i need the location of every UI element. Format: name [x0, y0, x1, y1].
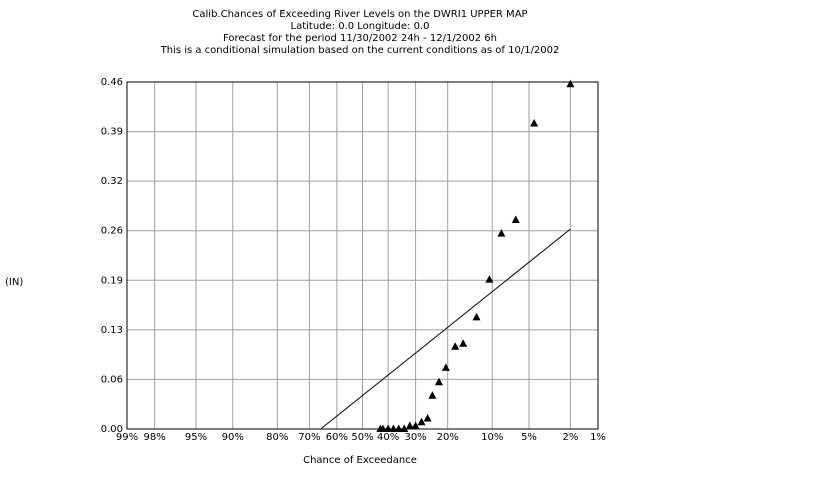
x-tick-label: 5% — [521, 432, 537, 443]
triangle-data-point — [411, 421, 420, 429]
triangle-data-point — [530, 118, 539, 127]
x-tick-label: 50% — [351, 432, 373, 443]
y-tick-label: 0.19 — [101, 275, 123, 286]
x-tick-label: 80% — [266, 432, 288, 443]
x-tick-label: 90% — [222, 432, 244, 443]
x-tick-label: 30% — [404, 432, 426, 443]
triangle-data-point — [497, 229, 506, 237]
triangle-data-point — [417, 417, 426, 426]
y-tick-label: 0.06 — [101, 374, 123, 385]
x-tick-label: 99% — [116, 432, 138, 443]
y-tick-label: 0.32 — [101, 176, 123, 187]
y-tick-label: 0.26 — [101, 226, 123, 237]
triangle-data-point — [472, 312, 481, 321]
triangle-data-point — [405, 421, 414, 429]
triangle-data-point — [378, 424, 387, 432]
y-axis-label: (IN) — [5, 277, 23, 288]
triangle-data-point — [384, 424, 393, 432]
triangle-data-point — [423, 413, 432, 422]
triangle-data-point — [566, 79, 575, 88]
chart-title-line-2: Latitude: 0.0 Longitude: 0.0 — [291, 21, 430, 32]
chart-title: Calib.Chances of Exceeding River Levels … — [160, 9, 560, 56]
triangle-data-point — [428, 391, 437, 399]
triangle-data-point — [441, 363, 450, 371]
triangle-data-point — [400, 424, 409, 432]
y-tick-label: 0.46 — [101, 77, 123, 88]
x-tick-label: 40% — [377, 432, 399, 443]
x-tick-label: 2% — [562, 432, 578, 443]
chart-title-line-1: Calib.Chances of Exceeding River Levels … — [192, 9, 527, 20]
triangle-data-point — [434, 377, 443, 386]
triangle-data-point — [389, 424, 398, 432]
triangle-data-point — [485, 275, 494, 283]
chart-title-line-4: This is a conditional simulation based o… — [160, 45, 560, 56]
x-tick-label: 60% — [326, 432, 348, 443]
x-tick-label: 95% — [185, 432, 207, 443]
triangle-data-point — [459, 339, 468, 347]
triangle-data-point — [451, 342, 460, 350]
fitted-distribution-line — [320, 228, 571, 430]
y-tick-label: 0.00 — [101, 424, 123, 435]
x-tick-label: 10% — [481, 432, 503, 443]
x-tick-label: 98% — [143, 432, 165, 443]
y-tick-label: 0.13 — [101, 325, 123, 336]
plot-frame — [126, 81, 599, 430]
y-tick-labels: 0.00 0.06 0.13 0.19 0.26 0.32 0.39 0.46 — [101, 77, 123, 435]
y-tick-label: 0.39 — [101, 127, 123, 138]
x-axis-label: Chance of Exceedance — [303, 455, 417, 466]
x-tick-labels: 99% 98% 95% 90% 80% 70% 60% 50% 40% 30% 20% 10% 5% 2%… — [116, 432, 606, 443]
chart-title-line-3: Forecast for the period 11/30/2002 24h -… — [223, 33, 497, 44]
grid-lines — [127, 82, 598, 429]
x-tick-label: 70% — [298, 432, 320, 443]
triangle-data-point — [511, 215, 520, 224]
triangle-data-point — [394, 424, 403, 432]
x-tick-label: 20% — [437, 432, 459, 443]
x-tick-label: 1% — [590, 432, 606, 443]
data-series — [320, 79, 575, 432]
